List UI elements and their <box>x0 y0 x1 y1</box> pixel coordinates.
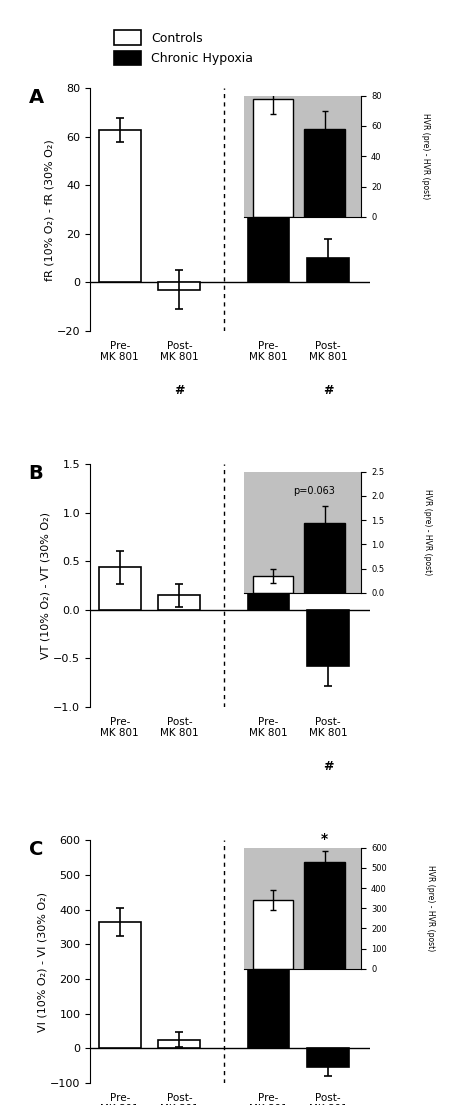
Bar <box>304 129 345 217</box>
Bar <box>307 1049 349 1067</box>
Y-axis label: HVR (pre) - HVR (post): HVR (pre) - HVR (post) <box>420 113 429 199</box>
Bar <box>158 1040 200 1049</box>
Bar <box>99 129 141 283</box>
Legend: Controls, Chronic Hypoxia: Controls, Chronic Hypoxia <box>109 25 258 71</box>
Y-axis label: VT (10% O₂) - VT (30% O₂): VT (10% O₂) - VT (30% O₂) <box>41 512 51 660</box>
Text: Post-
MK 801: Post- MK 801 <box>309 340 347 362</box>
Bar <box>307 259 349 283</box>
Text: Pre-
MK 801: Pre- MK 801 <box>249 1093 288 1105</box>
Bar <box>307 610 349 666</box>
Text: p=0.063: p=0.063 <box>293 486 335 496</box>
Text: Post-
MK 801: Post- MK 801 <box>309 717 347 738</box>
Bar <box>253 98 293 217</box>
Bar <box>158 596 200 610</box>
Text: #: # <box>323 385 333 398</box>
Y-axis label: HVR (pre) - HVR (post): HVR (pre) - HVR (post) <box>423 490 432 576</box>
Bar <box>253 901 293 969</box>
Text: Post-
MK 801: Post- MK 801 <box>160 1093 199 1105</box>
Text: #: # <box>323 760 333 773</box>
Y-axis label: HVR (pre) - HVR (post): HVR (pre) - HVR (post) <box>426 865 435 951</box>
Bar <box>99 922 141 1049</box>
Bar <box>304 862 345 969</box>
Y-axis label: fR (10% O₂) - fR (30% O₂): fR (10% O₂) - fR (30% O₂) <box>44 139 54 281</box>
Text: Post-
MK 801: Post- MK 801 <box>309 1093 347 1105</box>
Text: Post-
MK 801: Post- MK 801 <box>160 340 199 362</box>
Bar <box>253 576 293 593</box>
Y-axis label: VI (10% O₂) - VI (30% O₂): VI (10% O₂) - VI (30% O₂) <box>37 892 47 1032</box>
Text: *: * <box>321 832 328 845</box>
Text: Post-
MK 801: Post- MK 801 <box>160 717 199 738</box>
Text: Pre-
MK 801: Pre- MK 801 <box>100 340 139 362</box>
Bar <box>158 283 200 290</box>
Text: Pre-
MK 801: Pre- MK 801 <box>249 340 288 362</box>
Bar <box>99 567 141 610</box>
Text: Pre-
MK 801: Pre- MK 801 <box>100 717 139 738</box>
Text: B: B <box>28 464 43 483</box>
Text: Pre-
MK 801: Pre- MK 801 <box>249 717 288 738</box>
Bar <box>248 880 290 1049</box>
Bar <box>304 523 345 593</box>
Text: Pre-
MK 801: Pre- MK 801 <box>100 1093 139 1105</box>
Text: #: # <box>174 385 184 398</box>
Text: A: A <box>28 88 44 107</box>
Bar <box>248 535 290 610</box>
Bar <box>248 127 290 283</box>
Text: C: C <box>28 840 43 860</box>
